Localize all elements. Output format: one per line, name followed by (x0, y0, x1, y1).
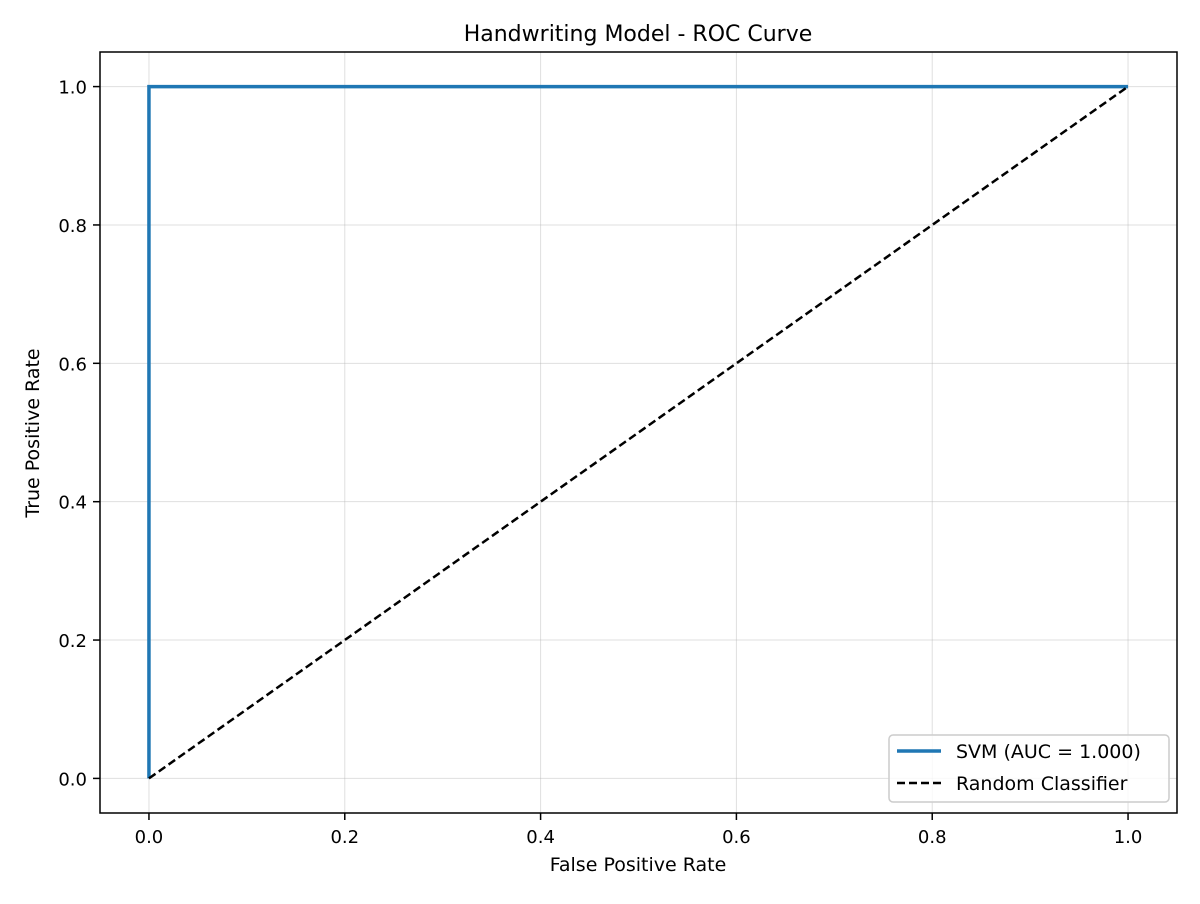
x-tick-label: 0.8 (918, 827, 947, 848)
svm-roc-line (147, 84, 1129, 779)
grid-lines (100, 52, 1177, 813)
y-tick-label: 1.0 (58, 78, 87, 99)
x-axis-label: False Positive Rate (550, 854, 727, 876)
x-tick-label: 0.2 (330, 827, 359, 848)
y-tick-label: 0.2 (58, 631, 87, 652)
y-tick-label: 0.6 (58, 354, 87, 375)
x-tick-label: 1.0 (1114, 827, 1143, 848)
plot-series (147, 84, 1129, 780)
legend-frame (888, 734, 1170, 803)
x-tick-label: 0.4 (526, 827, 555, 848)
axis-ticks: 0.0 0.2 0.4 0.6 0.8 1.0 0.0 0.2 0.4 0.6 0.8 1.0 (58, 78, 1142, 848)
random-classifier-line (148, 85, 1129, 780)
y-tick-label: 0.8 (58, 216, 87, 237)
plot-frame (99, 51, 1178, 814)
y-tick-label: 0.0 (58, 769, 87, 790)
y-axis-label: True Positive Rate (22, 348, 44, 518)
legend-label-random-classifier: Random Classifier (956, 773, 1128, 795)
legend-label-svm: SVM (AUC = 1.000) (956, 741, 1141, 763)
legend: SVM (AUC = 1.000) Random Classifier (888, 734, 1170, 803)
x-tick-label: 0.6 (722, 827, 751, 848)
chart-title: Handwriting Model - ROC Curve (464, 22, 813, 47)
x-tick-label: 0.0 (135, 827, 164, 848)
y-tick-label: 0.4 (58, 493, 87, 514)
